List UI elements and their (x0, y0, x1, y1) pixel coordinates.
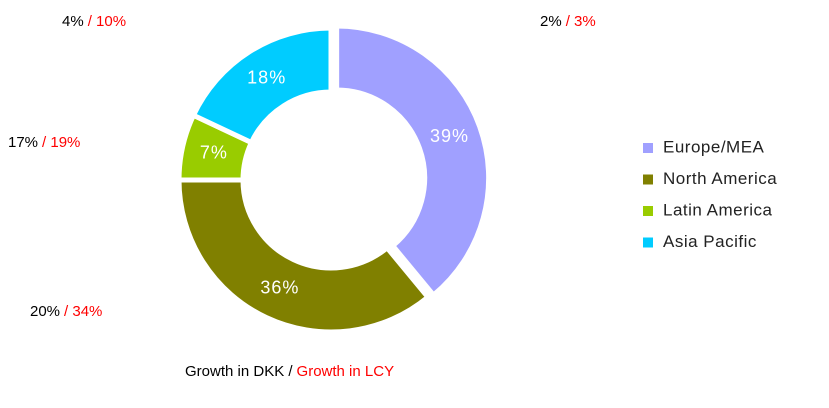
donut-slice (334, 23, 492, 299)
slice-label: 7% (200, 143, 228, 163)
slice-label: 36% (260, 277, 299, 297)
growth-dkk: 4% (62, 13, 84, 30)
slice-label: 18% (247, 67, 286, 87)
growth-dkk: 2% (540, 13, 562, 30)
legend-label: Europe/MEA (663, 137, 765, 156)
legend-swatch (643, 143, 653, 153)
legend-label: Asia Pacific (663, 232, 757, 251)
donut-slice (176, 177, 432, 335)
donut-slice (190, 25, 334, 146)
legend-label: Latin America (663, 200, 773, 219)
growth-lcy: / 19% (42, 134, 80, 151)
slice-label: 39% (430, 126, 469, 146)
growth-lcy: / 10% (88, 13, 126, 30)
growth-lcy: / 3% (566, 13, 596, 30)
legend-swatch (643, 174, 653, 185)
growth-dkk: 17% (8, 134, 38, 151)
legend-swatch (643, 206, 653, 216)
growth-dkk: 20% (30, 303, 60, 320)
footer-dkk: Growth in DKK / (185, 363, 293, 380)
footer-lcy: Growth in LCY (297, 363, 395, 380)
legend-label: North America (663, 169, 777, 188)
legend-swatch (643, 237, 653, 248)
growth-lcy: / 34% (64, 303, 102, 320)
